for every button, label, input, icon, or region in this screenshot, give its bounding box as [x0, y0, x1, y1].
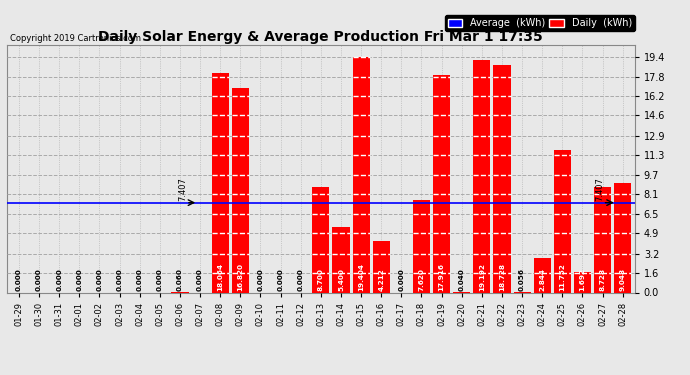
- Title: Daily Solar Energy & Average Production Fri Mar 1 17:35: Daily Solar Energy & Average Production …: [99, 30, 543, 44]
- Text: 18.728: 18.728: [499, 263, 505, 291]
- Text: 0.000: 0.000: [56, 268, 62, 291]
- Text: 0.000: 0.000: [257, 268, 264, 291]
- Legend: Average  (kWh), Daily  (kWh): Average (kWh), Daily (kWh): [445, 15, 635, 31]
- Bar: [554, 150, 571, 292]
- Bar: [353, 57, 370, 292]
- Text: 0.000: 0.000: [97, 268, 103, 291]
- Text: 0.000: 0.000: [16, 268, 22, 291]
- Text: 7.407: 7.407: [595, 177, 604, 201]
- Text: 19.192: 19.192: [479, 263, 485, 291]
- Bar: [594, 187, 611, 292]
- Bar: [433, 75, 450, 292]
- Bar: [232, 88, 249, 292]
- Bar: [614, 183, 631, 292]
- Bar: [493, 65, 511, 292]
- Bar: [533, 258, 551, 292]
- Text: 0.000: 0.000: [77, 268, 82, 291]
- Text: 0.000: 0.000: [277, 268, 284, 291]
- Text: 11.752: 11.752: [560, 263, 565, 291]
- Text: 0.000: 0.000: [117, 268, 123, 291]
- Text: 8.700: 8.700: [318, 268, 324, 291]
- Text: 16.820: 16.820: [237, 263, 244, 291]
- Text: 7.407: 7.407: [179, 177, 188, 201]
- Text: 0.000: 0.000: [297, 268, 304, 291]
- Text: 5.400: 5.400: [338, 268, 344, 291]
- Text: 19.404: 19.404: [358, 263, 364, 291]
- Bar: [473, 60, 491, 292]
- Text: 0.040: 0.040: [459, 268, 465, 291]
- Text: 9.048: 9.048: [620, 268, 626, 291]
- Text: Copyright 2019 Cartronics.com: Copyright 2019 Cartronics.com: [10, 33, 141, 42]
- Text: 0.000: 0.000: [398, 268, 404, 291]
- Text: 0.000: 0.000: [197, 268, 203, 291]
- Text: 0.056: 0.056: [519, 268, 525, 291]
- Text: 2.844: 2.844: [539, 268, 545, 291]
- Text: 1.692: 1.692: [580, 268, 586, 291]
- Bar: [373, 242, 390, 292]
- Bar: [313, 187, 329, 292]
- Text: 18.064: 18.064: [217, 263, 224, 291]
- Text: 17.916: 17.916: [439, 263, 444, 291]
- Text: 7.620: 7.620: [418, 268, 424, 291]
- Bar: [413, 200, 430, 292]
- Bar: [574, 272, 591, 292]
- Text: 0.000: 0.000: [137, 268, 143, 291]
- Text: 0.000: 0.000: [36, 268, 42, 291]
- Text: 4.212: 4.212: [378, 268, 384, 291]
- Text: 0.000: 0.000: [157, 268, 163, 291]
- Bar: [212, 74, 229, 292]
- Text: 8.728: 8.728: [600, 268, 606, 291]
- Bar: [333, 227, 350, 292]
- Text: 0.060: 0.060: [177, 268, 183, 291]
